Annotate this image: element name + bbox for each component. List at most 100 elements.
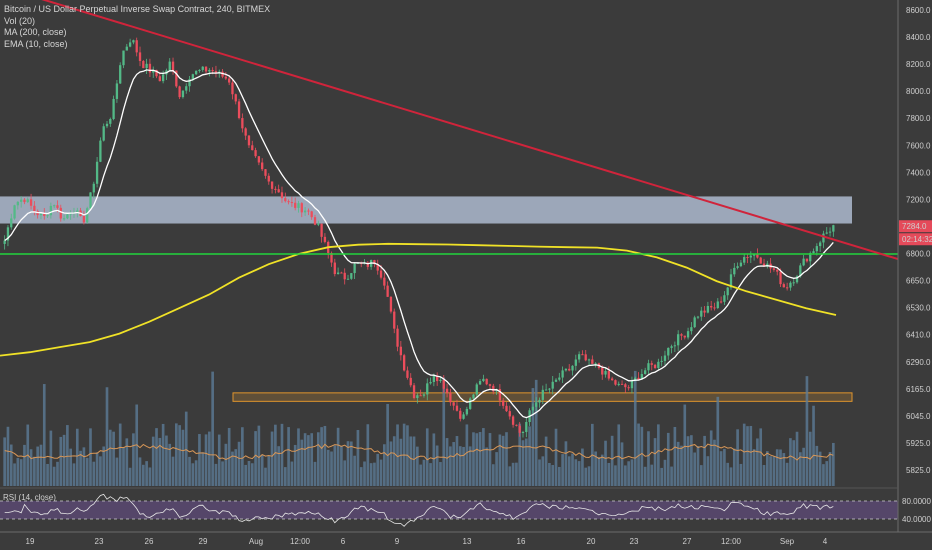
volume-bar <box>330 451 333 486</box>
volume-bar <box>204 434 208 486</box>
volume-bar <box>112 431 115 486</box>
candle-body <box>802 258 805 266</box>
volume-bar <box>521 440 525 486</box>
candle-body <box>274 188 277 190</box>
candle-body <box>541 389 544 400</box>
candle-body <box>713 307 716 309</box>
volume-bar <box>36 446 39 486</box>
volume-bar <box>452 442 455 486</box>
candle-body <box>502 400 505 406</box>
volume-bar <box>825 461 829 486</box>
volume-bar <box>475 433 479 486</box>
volume-bar <box>85 457 89 486</box>
time-tick-label: 4 <box>823 537 828 546</box>
volume-bar <box>670 466 673 486</box>
volume-bar <box>812 405 815 486</box>
candle-body <box>26 199 29 203</box>
volume-bar <box>290 461 294 486</box>
volume-bar <box>544 436 548 486</box>
volume-bar <box>620 442 624 486</box>
legend-rsi[interactable]: RSI (14, close) <box>3 493 56 502</box>
candle-body <box>795 276 799 283</box>
volume-bar <box>125 438 129 486</box>
candle-body <box>663 355 667 361</box>
candle-body <box>498 389 502 401</box>
candle-body <box>620 383 624 385</box>
volume-bar <box>676 441 680 486</box>
candle-body <box>208 69 211 72</box>
candle-body <box>284 198 287 202</box>
volume-bar <box>571 453 574 486</box>
candle-body <box>379 270 383 278</box>
legend-ema[interactable]: EMA (10, close) <box>4 38 68 49</box>
candle-body <box>825 232 828 234</box>
candle-body <box>142 60 145 69</box>
volume-bar <box>59 436 63 486</box>
candle-body <box>198 69 201 71</box>
volume-bar <box>501 435 505 486</box>
candle-body <box>56 205 59 208</box>
candle-body <box>320 223 323 237</box>
volume-bar <box>762 465 766 486</box>
candle-body <box>59 207 62 219</box>
volume-bar <box>409 436 413 486</box>
candle-body <box>657 361 660 368</box>
volume-bar <box>759 428 763 486</box>
volume-bar <box>511 462 515 486</box>
volume-bar <box>815 445 819 486</box>
volume-bar <box>95 452 99 486</box>
volume-bar <box>425 428 429 486</box>
volume-bar <box>389 441 393 486</box>
candle-body <box>525 422 528 432</box>
volume-bar <box>647 431 650 486</box>
candle-body <box>828 231 832 233</box>
time-tick-label: 26 <box>145 537 154 546</box>
price-axis <box>898 0 932 550</box>
volume-bar <box>75 428 79 486</box>
volume-bar <box>175 423 178 486</box>
price-tick-label: 5925.0 <box>906 439 931 448</box>
candle-body <box>3 240 6 244</box>
volume-bar <box>587 466 591 486</box>
time-tick-label: 27 <box>683 537 692 546</box>
candle-body <box>647 363 650 371</box>
legend-volume[interactable]: Vol (20) <box>4 15 36 26</box>
candle-body <box>703 310 706 313</box>
volume-bar <box>505 432 508 486</box>
candle-body <box>670 346 673 348</box>
candle-body <box>383 277 386 286</box>
time-tick-label: 23 <box>95 537 104 546</box>
volume-bar <box>472 432 475 486</box>
candle-body <box>640 374 644 380</box>
volume-bar <box>462 446 465 486</box>
volume-bar <box>13 463 16 486</box>
volume-bar <box>155 428 158 486</box>
candle-body <box>290 202 294 204</box>
volume-bar <box>316 432 320 486</box>
volume-bar <box>624 465 627 486</box>
candle-body <box>300 203 303 213</box>
time-tick-label: 29 <box>199 537 208 546</box>
price-tick-label: 7600.0 <box>906 141 931 150</box>
price-tick-label: 6410.0 <box>906 331 931 340</box>
legend-ma[interactable]: MA (200, close) <box>4 27 67 37</box>
candle-body <box>46 215 49 217</box>
candle-body <box>812 251 815 254</box>
volume-bar <box>435 445 439 486</box>
symbol-title[interactable]: Bitcoin / US Dollar Perpetual Inverse Sw… <box>4 4 271 14</box>
volume-bar <box>33 456 36 486</box>
volume-bar <box>610 435 614 486</box>
candle-body <box>125 46 128 51</box>
candle-body <box>455 405 459 411</box>
volume-bar <box>293 444 297 486</box>
volume-bar <box>716 396 720 486</box>
volume-bar <box>782 453 786 486</box>
candle-body <box>587 359 591 361</box>
candle-body <box>700 310 703 317</box>
candle-body <box>6 227 10 241</box>
candle-body <box>145 63 148 69</box>
volume-bar <box>779 449 782 486</box>
